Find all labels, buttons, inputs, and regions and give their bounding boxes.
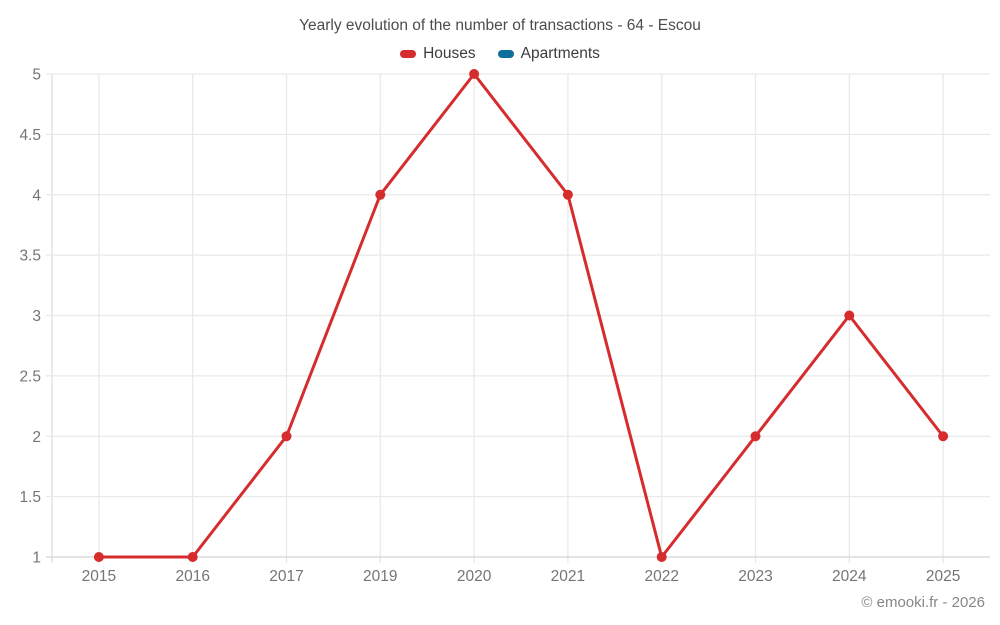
y-tick-label: 2 xyxy=(32,429,41,446)
houses-data-point[interactable] xyxy=(938,431,949,442)
houses-data-point[interactable] xyxy=(656,552,667,562)
chart-title: Yearly evolution of the number of transa… xyxy=(299,17,701,34)
y-tick-label: 1.5 xyxy=(19,489,41,506)
legend-item-houses[interactable]: Houses xyxy=(400,45,476,63)
x-tick-label: 2019 xyxy=(363,568,397,585)
x-tick-label: 2022 xyxy=(644,568,678,585)
houses-data-point[interactable] xyxy=(93,552,104,562)
houses-data-point[interactable] xyxy=(562,189,573,200)
x-tick-label: 2016 xyxy=(175,568,209,585)
houses-data-point[interactable] xyxy=(281,431,292,442)
y-tick-label: 3.5 xyxy=(19,248,41,265)
x-tick-label: 2017 xyxy=(269,568,303,585)
houses-series-line xyxy=(97,72,945,559)
legend-item-apartments[interactable]: Apartments xyxy=(497,45,600,63)
apartments-legend-swatch-icon xyxy=(497,50,514,58)
x-tick-label: 2021 xyxy=(551,568,585,585)
copyright-text: © emooki.fr - 2026 xyxy=(861,594,985,611)
legend: Houses Apartments xyxy=(0,45,1000,63)
x-tick-label: 2023 xyxy=(738,568,772,585)
y-tick-label: 5 xyxy=(32,67,41,84)
y-tick-label: 1 xyxy=(32,550,41,567)
x-tick-label: 2025 xyxy=(926,568,960,585)
houses-data-point[interactable] xyxy=(750,431,761,442)
legend-label-apartments: Apartments xyxy=(520,45,600,62)
x-tick-label: 2024 xyxy=(832,568,867,585)
legend-label-houses: Houses xyxy=(423,45,476,62)
x-tick-label: 2020 xyxy=(457,568,492,585)
y-tick-label: 2.5 xyxy=(19,368,41,385)
y-tick-label: 3 xyxy=(32,308,41,325)
y-tick-label: 4.5 xyxy=(19,127,41,144)
x-tick-label: 2015 xyxy=(82,568,116,585)
houses-legend-swatch-icon xyxy=(400,50,417,58)
y-tick-label: 4 xyxy=(32,187,41,204)
houses-data-point[interactable] xyxy=(187,552,198,562)
houses-data-point[interactable] xyxy=(375,189,386,200)
houses-data-point[interactable] xyxy=(469,69,480,79)
houses-data-point[interactable] xyxy=(844,310,855,321)
